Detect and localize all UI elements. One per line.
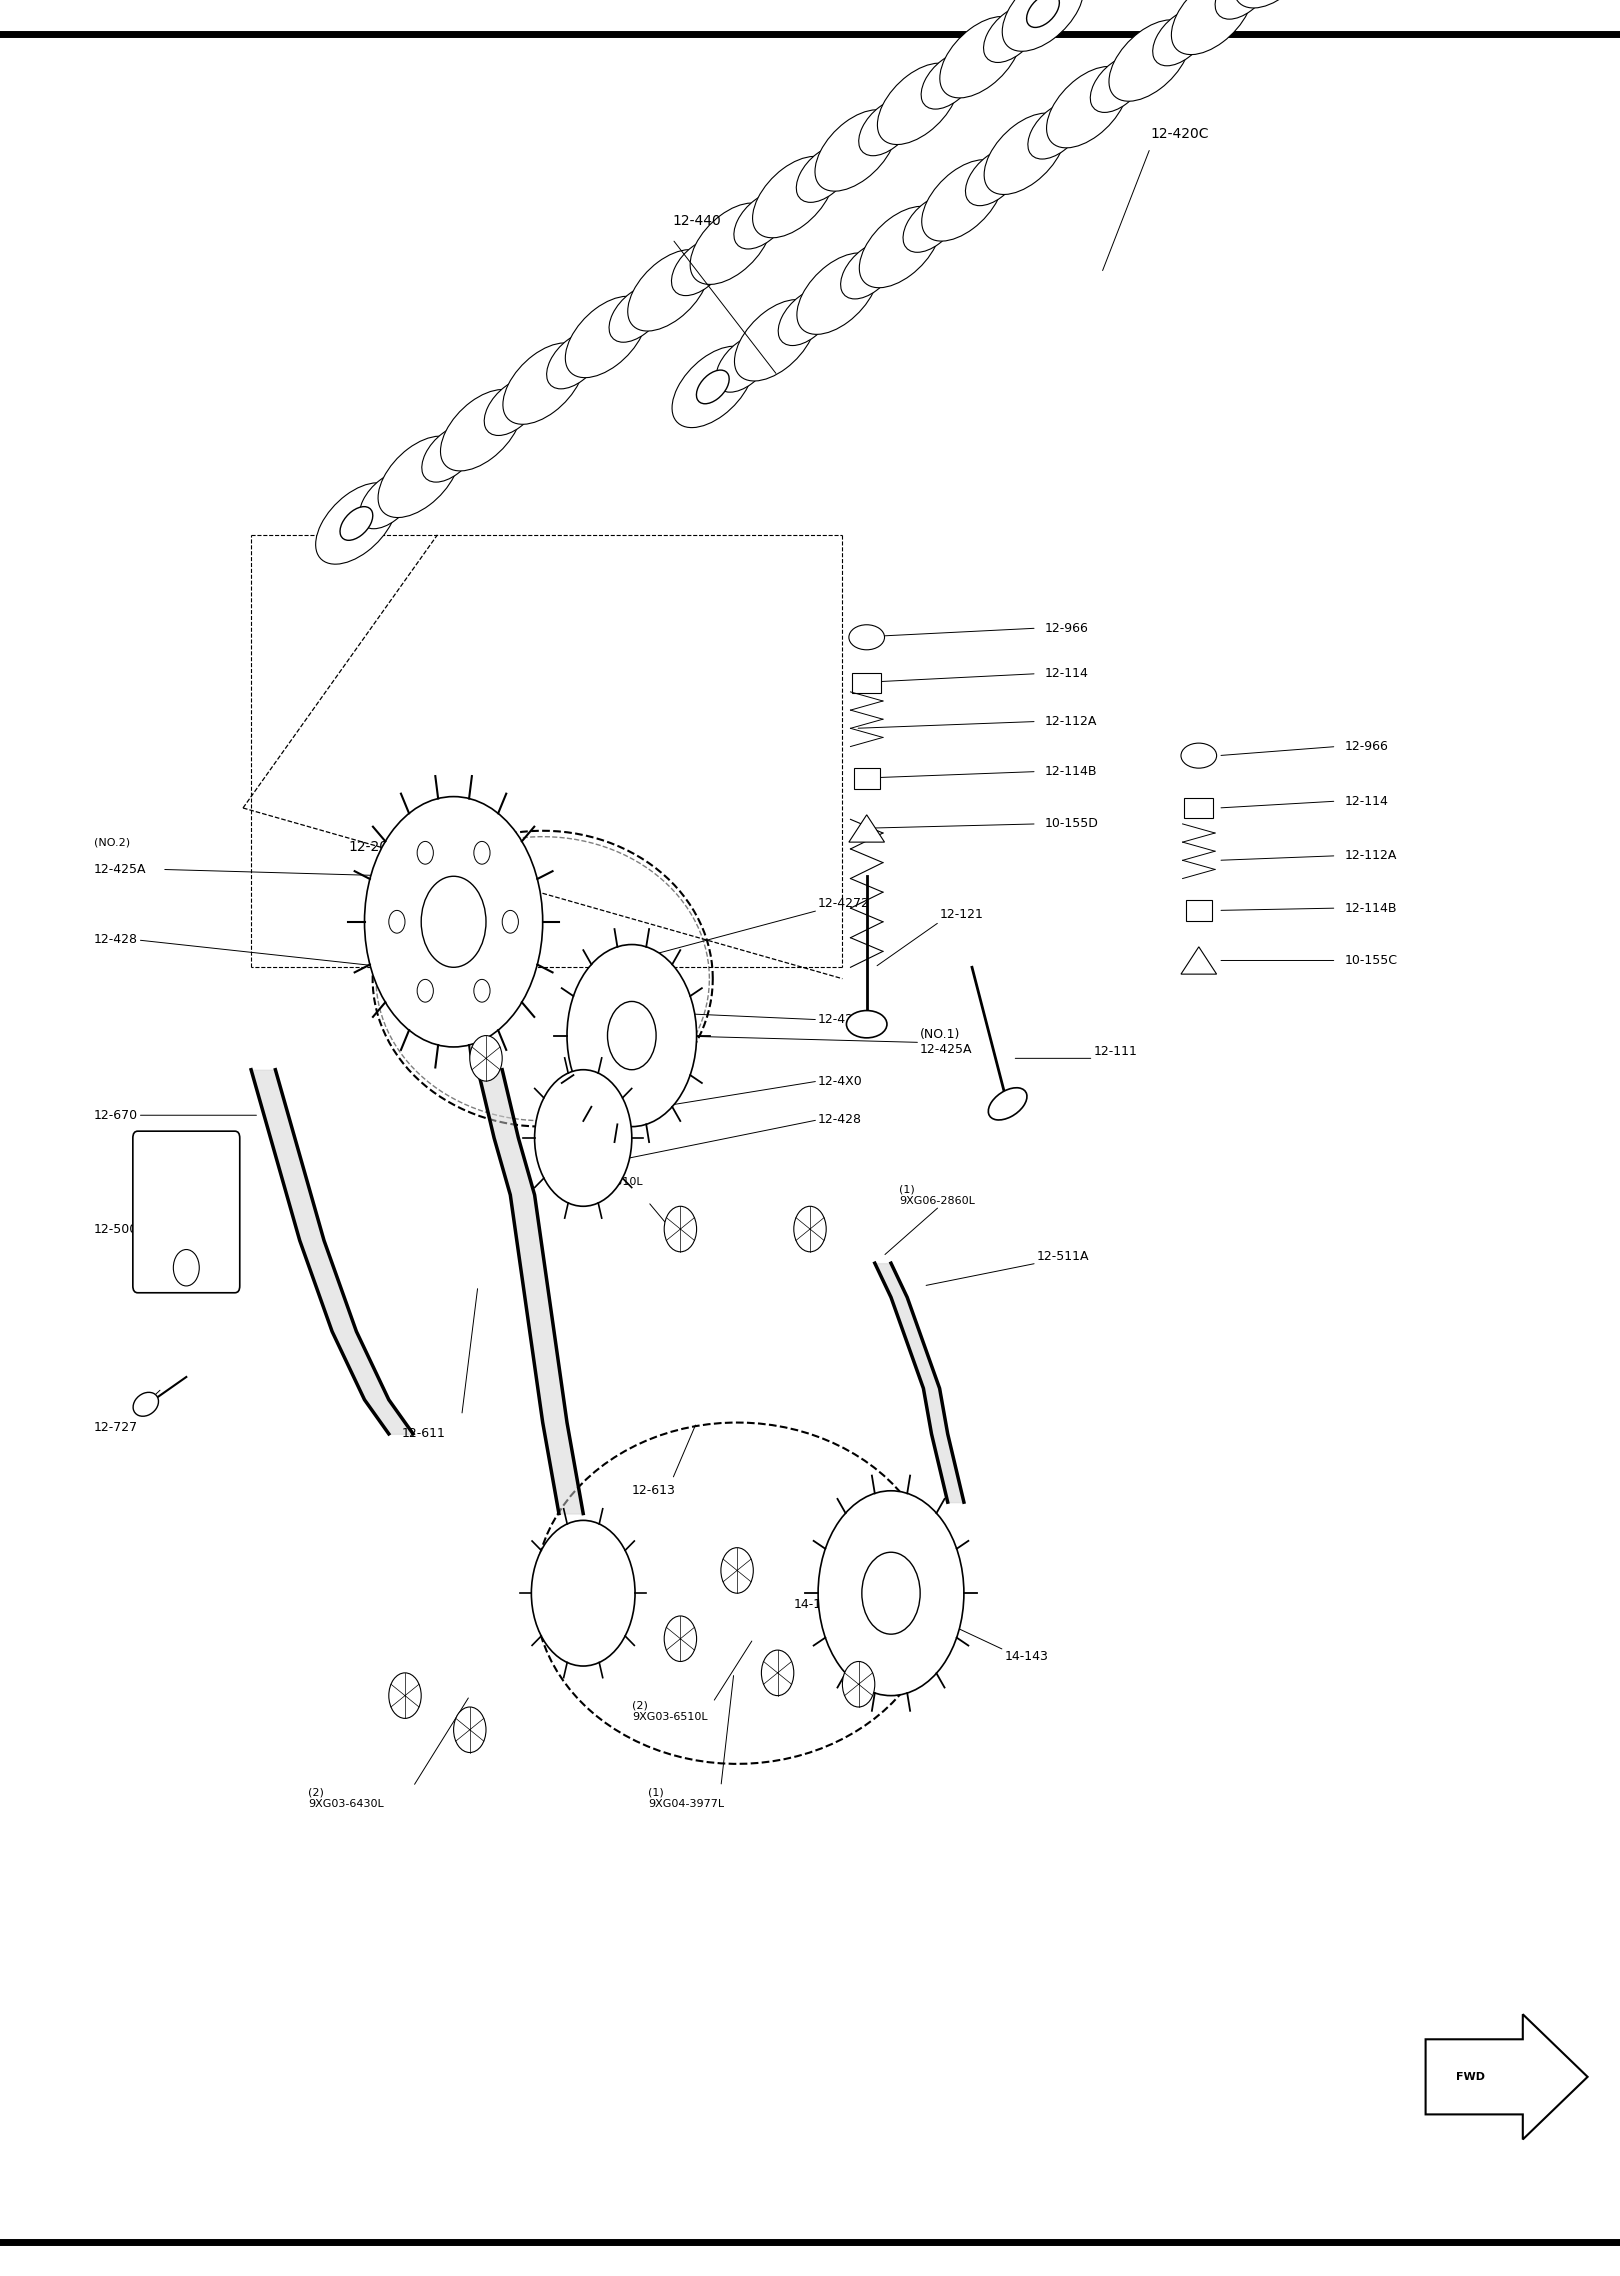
Ellipse shape — [360, 471, 416, 528]
Text: 12-4272: 12-4272 — [818, 897, 870, 910]
Ellipse shape — [878, 64, 959, 143]
Text: (NO.2): (NO.2) — [94, 838, 130, 847]
Ellipse shape — [922, 52, 977, 109]
Text: 12-727: 12-727 — [94, 1420, 138, 1434]
Text: 12-114: 12-114 — [1045, 667, 1089, 681]
Text: 12-114B: 12-114B — [1045, 765, 1097, 778]
Ellipse shape — [421, 426, 478, 483]
Circle shape — [454, 1707, 486, 1753]
Ellipse shape — [988, 1088, 1027, 1120]
Ellipse shape — [1153, 9, 1209, 66]
Text: (1)
9XG06-2860L: (1) 9XG06-2860L — [899, 1184, 975, 1206]
Ellipse shape — [133, 1393, 159, 1416]
Ellipse shape — [1215, 0, 1272, 18]
Circle shape — [418, 979, 434, 1001]
Text: 12-966: 12-966 — [1045, 621, 1089, 635]
Ellipse shape — [690, 203, 771, 284]
Ellipse shape — [753, 157, 834, 237]
Circle shape — [389, 1673, 421, 1718]
Text: 12-500: 12-500 — [94, 1222, 138, 1236]
Circle shape — [473, 842, 491, 865]
Circle shape — [531, 1520, 635, 1666]
Ellipse shape — [609, 284, 666, 341]
Ellipse shape — [484, 378, 541, 435]
Ellipse shape — [797, 253, 878, 335]
Ellipse shape — [940, 16, 1021, 98]
Ellipse shape — [734, 191, 791, 248]
Ellipse shape — [377, 437, 460, 517]
FancyBboxPatch shape — [133, 1131, 240, 1293]
Ellipse shape — [340, 508, 373, 539]
Text: 12-428: 12-428 — [94, 933, 138, 947]
Ellipse shape — [441, 389, 522, 471]
Ellipse shape — [671, 239, 727, 296]
Ellipse shape — [1047, 66, 1128, 148]
Text: 12-670: 12-670 — [94, 1108, 138, 1122]
Ellipse shape — [672, 346, 753, 428]
Ellipse shape — [1234, 0, 1315, 7]
Ellipse shape — [546, 332, 603, 389]
Ellipse shape — [502, 344, 585, 423]
Circle shape — [364, 797, 543, 1047]
Circle shape — [794, 1206, 826, 1252]
Circle shape — [721, 1548, 753, 1593]
Text: 12-4272: 12-4272 — [818, 1013, 870, 1026]
Ellipse shape — [734, 300, 816, 380]
Circle shape — [421, 876, 486, 967]
Ellipse shape — [778, 289, 834, 346]
Circle shape — [535, 1070, 632, 1206]
Polygon shape — [1426, 2014, 1588, 2139]
Circle shape — [567, 945, 697, 1127]
Text: 12-112A: 12-112A — [1045, 715, 1097, 728]
Polygon shape — [849, 815, 885, 842]
Circle shape — [842, 1661, 875, 1707]
Text: 12-112A: 12-112A — [1345, 849, 1396, 863]
Text: (2)
9XG03-6510L: (2) 9XG03-6510L — [632, 1700, 708, 1723]
Text: 12-613: 12-613 — [632, 1484, 676, 1498]
Ellipse shape — [316, 483, 397, 564]
Circle shape — [664, 1616, 697, 1661]
Circle shape — [470, 1036, 502, 1081]
Ellipse shape — [565, 296, 646, 378]
Circle shape — [502, 910, 518, 933]
Text: FWD: FWD — [1456, 2071, 1486, 2083]
Ellipse shape — [1027, 102, 1084, 159]
Text: (NO.1)
12-425A: (NO.1) 12-425A — [920, 1029, 972, 1056]
Circle shape — [418, 842, 434, 865]
Text: 10-155C: 10-155C — [1345, 954, 1398, 967]
Ellipse shape — [922, 159, 1003, 241]
Ellipse shape — [1110, 20, 1191, 100]
Ellipse shape — [716, 335, 773, 391]
Text: (2)
9XG03-6430L: (2) 9XG03-6430L — [308, 1787, 384, 1809]
Text: 12-4X0: 12-4X0 — [818, 1074, 863, 1088]
Circle shape — [862, 1552, 920, 1634]
Ellipse shape — [697, 371, 729, 403]
Ellipse shape — [902, 196, 959, 253]
Ellipse shape — [815, 109, 896, 191]
Text: 12-121: 12-121 — [940, 908, 983, 922]
Circle shape — [818, 1491, 964, 1696]
Ellipse shape — [1027, 0, 1059, 27]
Circle shape — [608, 1001, 656, 1070]
Ellipse shape — [1171, 0, 1252, 55]
Text: 14-143: 14-143 — [1004, 1650, 1048, 1664]
Ellipse shape — [859, 98, 915, 155]
Ellipse shape — [841, 241, 897, 298]
Ellipse shape — [966, 148, 1022, 205]
Circle shape — [389, 910, 405, 933]
Text: 12-420C: 12-420C — [1150, 127, 1209, 141]
Text: 12-201: 12-201 — [348, 840, 397, 854]
Text: 12-114B: 12-114B — [1345, 901, 1396, 915]
Bar — [854, 769, 880, 787]
Ellipse shape — [846, 1011, 888, 1038]
Ellipse shape — [797, 146, 852, 203]
Text: 12-511A: 12-511A — [1037, 1250, 1089, 1263]
Ellipse shape — [859, 207, 941, 287]
Ellipse shape — [1003, 0, 1084, 52]
Text: 12-425A: 12-425A — [94, 863, 146, 876]
Ellipse shape — [849, 624, 885, 651]
Text: 14-151: 14-151 — [794, 1598, 838, 1611]
Ellipse shape — [627, 250, 710, 330]
Circle shape — [761, 1650, 794, 1696]
Circle shape — [173, 1250, 199, 1286]
